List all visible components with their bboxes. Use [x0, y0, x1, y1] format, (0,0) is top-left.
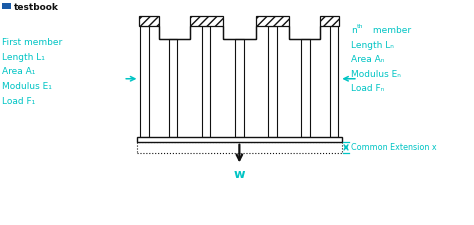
- Polygon shape: [139, 16, 339, 39]
- FancyBboxPatch shape: [2, 3, 11, 9]
- Bar: [169, 39, 177, 137]
- Text: Load F₁: Load F₁: [2, 97, 36, 106]
- Text: th: th: [357, 24, 364, 29]
- Bar: [137, 137, 342, 142]
- Bar: [140, 26, 149, 137]
- Bar: [301, 39, 310, 137]
- Bar: [202, 26, 210, 137]
- Text: Length L₁: Length L₁: [2, 53, 45, 62]
- Text: First member: First member: [2, 38, 63, 47]
- Text: member: member: [370, 26, 411, 35]
- Text: testbook: testbook: [14, 3, 59, 12]
- Text: Area Aₙ: Area Aₙ: [351, 55, 384, 64]
- Bar: [137, 142, 342, 153]
- Text: w: w: [234, 168, 245, 181]
- Text: Length Lₙ: Length Lₙ: [351, 40, 393, 50]
- Bar: [268, 26, 277, 137]
- Text: Modulus Eₙ: Modulus Eₙ: [351, 70, 401, 79]
- Bar: [330, 26, 338, 137]
- Text: Load Fₙ: Load Fₙ: [351, 84, 384, 93]
- Bar: [235, 39, 244, 137]
- Text: Area A₁: Area A₁: [2, 68, 36, 76]
- Text: Modulus E₁: Modulus E₁: [2, 82, 52, 91]
- Text: Common Extension x: Common Extension x: [351, 143, 437, 152]
- Text: n: n: [351, 26, 356, 35]
